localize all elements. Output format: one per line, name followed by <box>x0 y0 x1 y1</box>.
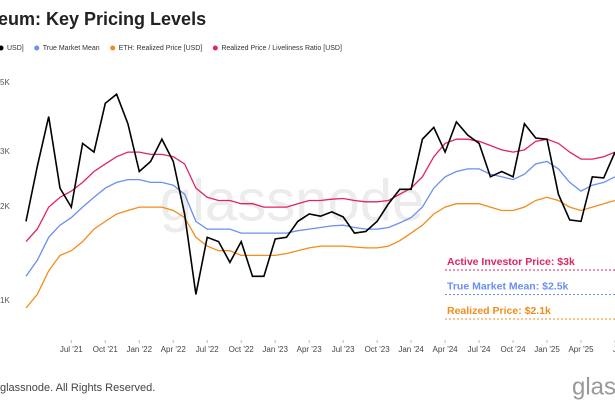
x-tick-label: Oct '24 <box>501 345 527 354</box>
annotation: Realized Price: $2.1k <box>447 305 551 317</box>
x-tick-label: Jul '24 <box>468 345 491 354</box>
annotation: True Market Mean: $2.5k <box>447 280 569 292</box>
x-tick-label: J <box>613 345 615 354</box>
x-tick-label: Jul '21 <box>60 345 83 354</box>
chart-title: eum: Key Pricing Levels <box>0 9 206 29</box>
legend-label: USD] <box>7 45 24 52</box>
legend-label: Realized Price / Liveliness Ratio [USD] <box>221 45 342 52</box>
x-tick-label: Oct '22 <box>229 345 255 354</box>
footer: glassnode. All Rights Reserved. <box>0 382 155 394</box>
logo: glassn <box>572 373 615 400</box>
y-tick-label: 3K <box>0 147 10 156</box>
y-tick-label: 5K <box>0 78 10 87</box>
y-tick-label: 2K <box>0 202 10 211</box>
legend-marker <box>34 45 40 51</box>
x-tick-label: Apr '24 <box>433 345 459 354</box>
series-line <box>25 138 615 243</box>
annotation: Active Investor Price: $3k <box>447 256 575 268</box>
legend-marker <box>110 45 116 51</box>
x-tick-label: Jan '22 <box>126 345 152 354</box>
y-tick-label: 1K <box>0 296 10 305</box>
x-tick-label: Jul '22 <box>196 345 219 354</box>
series-line <box>25 92 615 295</box>
x-tick-label: Apr '22 <box>161 345 187 354</box>
x-tick-label: Jan '25 <box>534 345 560 354</box>
x-tick-label: Jul '23 <box>332 345 355 354</box>
legend-label: True Market Mean <box>43 45 100 52</box>
x-tick-label: Oct '21 <box>93 345 119 354</box>
legend-marker <box>0 45 4 51</box>
legend-label: ETH: Realized Price [USD] <box>119 45 203 52</box>
legend-marker <box>212 45 218 51</box>
x-tick-label: Jan '23 <box>262 345 288 354</box>
series-line <box>25 160 615 277</box>
series-line <box>25 196 615 309</box>
x-tick-label: Jan '24 <box>398 345 424 354</box>
x-tick-label: Oct '23 <box>365 345 391 354</box>
x-tick-label: Apr '23 <box>297 345 323 354</box>
x-tick-label: Apr '25 <box>568 345 594 354</box>
